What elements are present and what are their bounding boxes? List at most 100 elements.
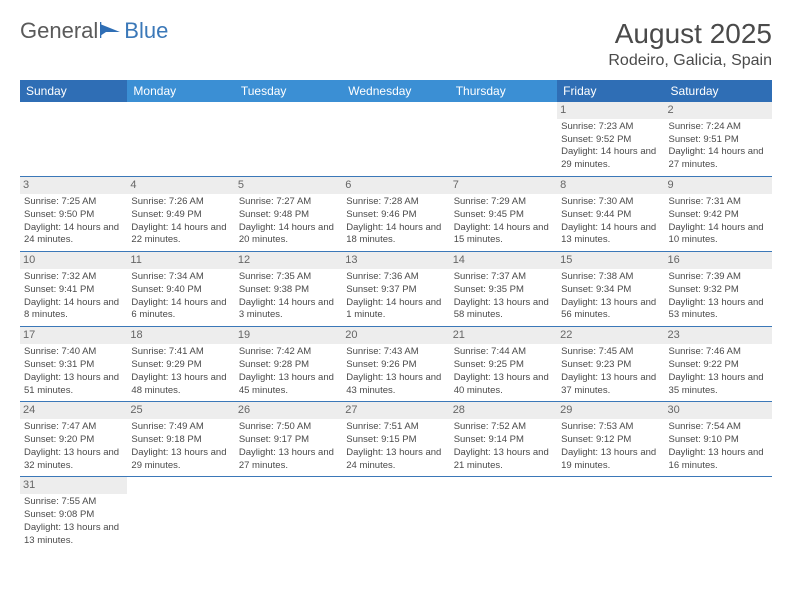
sunset-line: Sunset: 9:15 PM xyxy=(346,434,445,447)
sunset-line: Sunset: 9:44 PM xyxy=(561,209,660,222)
daylight-line: Daylight: 13 hours and 45 minutes. xyxy=(239,372,338,398)
calendar-cell: 31 Sunrise: 7:55 AMSunset: 9:08 PMDayligh… xyxy=(20,477,127,552)
weekday-header-row: Sunday Monday Tuesday Wednesday Thursday… xyxy=(20,80,772,102)
day-info: Sunrise: 7:44 AMSunset: 9:25 PMDaylight:… xyxy=(454,346,553,397)
calendar-cell: 20 Sunrise: 7:43 AMSunset: 9:26 PMDayligh… xyxy=(342,327,449,402)
sunset-line: Sunset: 9:35 PM xyxy=(454,284,553,297)
col-friday: Friday xyxy=(557,80,664,102)
daylight-line: Daylight: 13 hours and 16 minutes. xyxy=(669,447,768,473)
day-number: 31 xyxy=(20,477,127,494)
day-info: Sunrise: 7:51 AMSunset: 9:15 PMDaylight:… xyxy=(346,421,445,472)
calendar-cell: 21Sunrise: 7:44 AMSunset: 9:25 PMDayligh… xyxy=(450,327,557,402)
day-info: Sunrise: 7:45 AMSunset: 9:23 PMDaylight:… xyxy=(561,346,660,397)
sunrise-line: Sunrise: 7:41 AM xyxy=(131,346,230,359)
day-number: 27 xyxy=(342,402,449,419)
calendar-cell: 23Sunrise: 7:46 AMSunset: 9:22 PMDayligh… xyxy=(665,327,772,402)
sunset-line: Sunset: 9:18 PM xyxy=(131,434,230,447)
day-info: Sunrise: 7:50 AMSunset: 9:17 PMDaylight:… xyxy=(239,421,338,472)
calendar-cell xyxy=(127,102,234,177)
sunset-line: Sunset: 9:32 PM xyxy=(669,284,768,297)
day-info: Sunrise: 7:31 AMSunset: 9:42 PMDaylight:… xyxy=(669,196,768,247)
day-info: Sunrise: 7:26 AMSunset: 9:49 PMDaylight:… xyxy=(131,196,230,247)
day-number: 16 xyxy=(665,252,772,269)
day-number: 23 xyxy=(665,327,772,344)
daylight-line: Daylight: 13 hours and 58 minutes. xyxy=(454,297,553,323)
day-info: Sunrise: 7:32 AMSunset: 9:41 PMDaylight:… xyxy=(24,271,123,322)
day-info: Sunrise: 7:39 AMSunset: 9:32 PMDaylight:… xyxy=(669,271,768,322)
calendar-cell: 25Sunrise: 7:49 AMSunset: 9:18 PMDayligh… xyxy=(127,402,234,477)
day-number: 5 xyxy=(235,177,342,194)
sunset-line: Sunset: 9:08 PM xyxy=(24,509,123,522)
daylight-line: Daylight: 14 hours and 27 minutes. xyxy=(669,146,768,172)
daylight-line: Daylight: 14 hours and 18 minutes. xyxy=(346,222,445,248)
sunset-line: Sunset: 9:45 PM xyxy=(454,209,553,222)
calendar-cell: 19Sunrise: 7:42 AMSunset: 9:28 PMDayligh… xyxy=(235,327,342,402)
day-number: 19 xyxy=(235,327,342,344)
day-number: 17 xyxy=(20,327,127,344)
calendar-cell xyxy=(127,477,234,552)
calendar-cell: 7Sunrise: 7:29 AMSunset: 9:45 PMDaylight… xyxy=(450,177,557,252)
day-number: 22 xyxy=(557,327,664,344)
calendar-cell: 9Sunrise: 7:31 AMSunset: 9:42 PMDaylight… xyxy=(665,177,772,252)
day-info: Sunrise: 7:43 AMSunset: 9:26 PMDaylight:… xyxy=(346,346,445,397)
daylight-line: Daylight: 14 hours and 10 minutes. xyxy=(669,222,768,248)
calendar-cell: 16 Sunrise: 7:39 AMSunset: 9:32 PMDayligh… xyxy=(665,252,772,327)
calendar-cell xyxy=(342,102,449,177)
sunrise-line: Sunrise: 7:44 AM xyxy=(454,346,553,359)
sunset-line: Sunset: 9:17 PM xyxy=(239,434,338,447)
sunrise-line: Sunrise: 7:24 AM xyxy=(669,121,768,134)
col-thursday: Thursday xyxy=(450,80,557,102)
calendar-cell xyxy=(665,477,772,552)
calendar-cell: 18Sunrise: 7:41 AMSunset: 9:29 PMDayligh… xyxy=(127,327,234,402)
daylight-line: Daylight: 14 hours and 20 minutes. xyxy=(239,222,338,248)
calendar-cell: 22 Sunrise: 7:45 AMSunset: 9:23 PMDayligh… xyxy=(557,327,664,402)
day-number: 11 xyxy=(127,252,234,269)
day-info: Sunrise: 7:36 AMSunset: 9:37 PMDaylight:… xyxy=(346,271,445,322)
daylight-line: Daylight: 13 hours and 48 minutes. xyxy=(131,372,230,398)
sunset-line: Sunset: 9:49 PM xyxy=(131,209,230,222)
calendar-row: 1Sunrise: 7:23 AMSunset: 9:52 PMDaylight… xyxy=(20,102,772,177)
calendar-cell: 14Sunrise: 7:37 AMSunset: 9:35 PMDayligh… xyxy=(450,252,557,327)
sunrise-line: Sunrise: 7:31 AM xyxy=(669,196,768,209)
sunrise-line: Sunrise: 7:39 AM xyxy=(669,271,768,284)
daylight-line: Daylight: 14 hours and 8 minutes. xyxy=(24,297,123,323)
sunrise-line: Sunrise: 7:55 AM xyxy=(24,496,123,509)
calendar-cell: 13 Sunrise: 7:36 AMSunset: 9:37 PMDayligh… xyxy=(342,252,449,327)
day-info: Sunrise: 7:25 AMSunset: 9:50 PMDaylight:… xyxy=(24,196,123,247)
day-info: Sunrise: 7:29 AMSunset: 9:45 PMDaylight:… xyxy=(454,196,553,247)
sunset-line: Sunset: 9:41 PM xyxy=(24,284,123,297)
day-info: Sunrise: 7:38 AMSunset: 9:34 PMDaylight:… xyxy=(561,271,660,322)
sunset-line: Sunset: 9:40 PM xyxy=(131,284,230,297)
daylight-line: Daylight: 14 hours and 24 minutes. xyxy=(24,222,123,248)
day-number: 10 xyxy=(20,252,127,269)
day-info: Sunrise: 7:30 AMSunset: 9:44 PMDaylight:… xyxy=(561,196,660,247)
day-info: Sunrise: 7:55 AMSunset: 9:08 PMDaylight:… xyxy=(24,496,123,547)
day-number: 4 xyxy=(127,177,234,194)
day-number: 30 xyxy=(665,402,772,419)
sunrise-line: Sunrise: 7:42 AM xyxy=(239,346,338,359)
day-number: 29 xyxy=(557,402,664,419)
sunset-line: Sunset: 9:26 PM xyxy=(346,359,445,372)
calendar-body: 1Sunrise: 7:23 AMSunset: 9:52 PMDaylight… xyxy=(20,102,772,552)
sunrise-line: Sunrise: 7:45 AM xyxy=(561,346,660,359)
sunrise-line: Sunrise: 7:54 AM xyxy=(669,421,768,434)
sunset-line: Sunset: 9:37 PM xyxy=(346,284,445,297)
calendar-cell: 30Sunrise: 7:54 AMSunset: 9:10 PMDayligh… xyxy=(665,402,772,477)
day-info: Sunrise: 7:52 AMSunset: 9:14 PMDaylight:… xyxy=(454,421,553,472)
day-number: 15 xyxy=(557,252,664,269)
calendar-cell: 12Sunrise: 7:35 AMSunset: 9:38 PMDayligh… xyxy=(235,252,342,327)
day-number: 13 xyxy=(342,252,449,269)
daylight-line: Daylight: 13 hours and 51 minutes. xyxy=(24,372,123,398)
sunrise-line: Sunrise: 7:26 AM xyxy=(131,196,230,209)
calendar-cell: 5Sunrise: 7:27 AMSunset: 9:48 PMDaylight… xyxy=(235,177,342,252)
sunset-line: Sunset: 9:25 PM xyxy=(454,359,553,372)
sunrise-line: Sunrise: 7:25 AM xyxy=(24,196,123,209)
day-number: 20 xyxy=(342,327,449,344)
sunset-line: Sunset: 9:31 PM xyxy=(24,359,123,372)
calendar-row: 17Sunrise: 7:40 AMSunset: 9:31 PMDayligh… xyxy=(20,327,772,402)
calendar-cell: 6Sunrise: 7:28 AMSunset: 9:46 PMDaylight… xyxy=(342,177,449,252)
day-number: 2 xyxy=(665,102,772,119)
sunset-line: Sunset: 9:29 PM xyxy=(131,359,230,372)
daylight-line: Daylight: 13 hours and 40 minutes. xyxy=(454,372,553,398)
sunrise-line: Sunrise: 7:53 AM xyxy=(561,421,660,434)
